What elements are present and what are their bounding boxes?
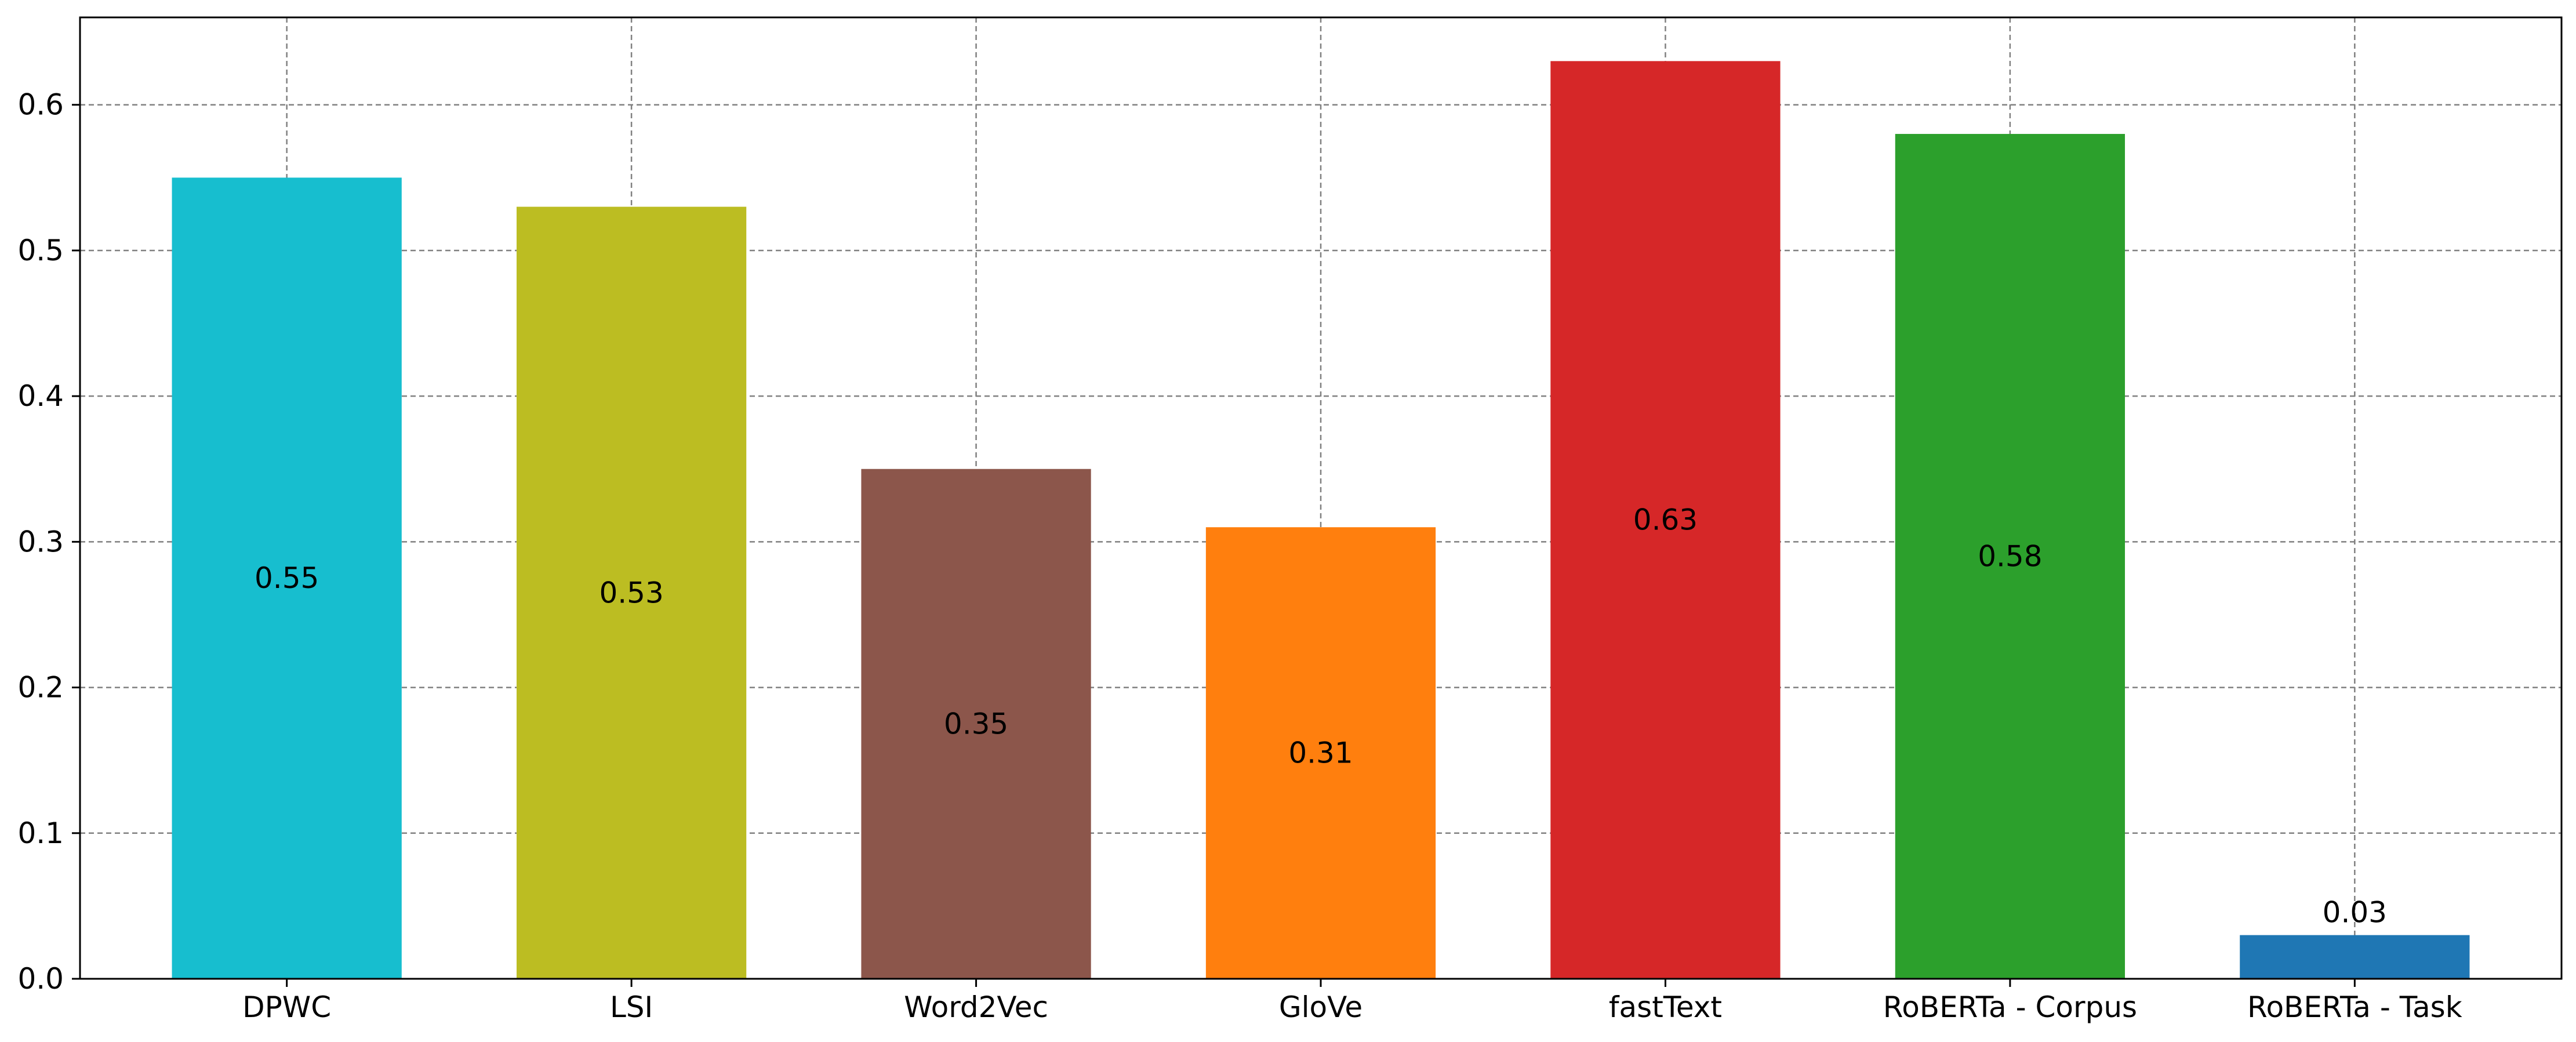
bars-layer <box>172 61 2470 979</box>
x-tick-label: fastText <box>1609 990 1722 1024</box>
bar-value-label: 0.53 <box>599 576 663 609</box>
bar-value-label: 0.55 <box>255 561 319 595</box>
bar-value-label: 0.35 <box>944 707 1008 740</box>
bar <box>1205 527 1436 979</box>
y-tick-label: 0.4 <box>17 379 64 413</box>
y-tick-label: 0.6 <box>17 88 64 122</box>
x-tick-label: LSI <box>610 990 653 1024</box>
x-tick-label: Word2Vec <box>904 990 1048 1024</box>
x-axis: DPWC LSI Word2Vec GloVe fastText RoBERTa - Co… <box>242 979 2462 1024</box>
bar-value-label: 0.31 <box>1288 736 1353 770</box>
x-tick-label: RoBERTa - Task <box>2247 990 2462 1024</box>
y-tick-label: 0.2 <box>17 671 64 705</box>
y-tick-label: 0.5 <box>17 234 64 267</box>
x-tick-label: RoBERTa - Corpus <box>1883 990 2137 1024</box>
bar <box>516 206 747 979</box>
bar <box>1550 61 1781 979</box>
bar-value-label: 0.58 <box>1978 539 2042 573</box>
bar <box>2240 935 2470 979</box>
x-tick-label: DPWC <box>242 990 331 1024</box>
bar <box>1895 133 2126 979</box>
y-axis: 0.0 0.1 0.2 0.3 0.4 0.5 0.6 <box>17 88 80 996</box>
bar <box>861 469 1091 979</box>
bar-value-label: 0.03 <box>2323 896 2387 930</box>
y-tick-label: 0.3 <box>17 525 64 558</box>
y-tick-label: 0.1 <box>17 816 64 850</box>
y-tick-label: 0.0 <box>17 962 64 996</box>
bar <box>172 177 402 979</box>
data-labels-layer: 0.55 0.53 0.35 0.31 0.63 0.58 0.03 <box>255 503 2387 930</box>
x-tick-label: GloVe <box>1279 990 1363 1024</box>
bar-value-label: 0.63 <box>1633 503 1698 537</box>
